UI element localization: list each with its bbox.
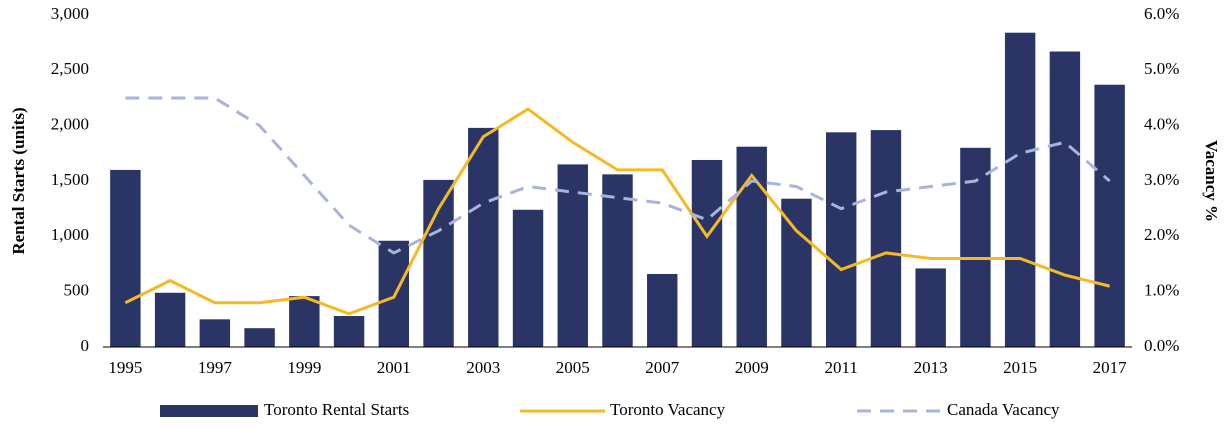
y2-tick-label: 6.0%: [1144, 4, 1179, 23]
legend-swatch: [160, 405, 258, 417]
x-tick-label: 1999: [287, 358, 321, 377]
bar: [915, 268, 946, 347]
bar: [244, 328, 275, 347]
bar: [289, 296, 320, 347]
y-tick-label: 1,000: [51, 225, 89, 244]
x-tick-label: 1995: [108, 358, 142, 377]
bar: [1094, 84, 1125, 347]
bar: [1049, 51, 1081, 348]
x-tick-label: 2015: [1003, 358, 1037, 377]
bar: [602, 174, 633, 347]
line: [125, 96, 1111, 255]
y-tick-label: 3,000: [51, 4, 89, 23]
y2-tick-label: 3.0%: [1144, 170, 1179, 189]
x-tick-label: 2003: [466, 358, 500, 377]
y2-tick-label: 5.0%: [1144, 59, 1179, 78]
y-tick-label: 0: [81, 336, 90, 355]
bar: [423, 179, 454, 347]
bar: [154, 292, 186, 347]
bar: [691, 159, 723, 347]
y-axis-label: Rental Starts (units): [9, 107, 28, 254]
x-tick-label: 2007: [645, 358, 680, 377]
x-tick-label: 2009: [735, 358, 769, 377]
bar: [781, 198, 812, 347]
y2-tick-label: 2.0%: [1144, 225, 1179, 244]
bar: [557, 164, 588, 347]
y-tick-label: 2,000: [51, 115, 89, 134]
x-tick-label: 2011: [825, 358, 858, 377]
x-tick-label: 2013: [914, 358, 948, 377]
bar: [333, 316, 365, 347]
line: [124, 107, 1110, 316]
bar: [468, 127, 499, 347]
legend-label: Toronto Rental Starts: [264, 400, 409, 419]
y2-tick-label: 4.0%: [1144, 115, 1179, 134]
legend-label: Toronto Vacancy: [610, 400, 726, 419]
y2-axis-label: Vacancy %: [1202, 140, 1221, 222]
bar: [512, 209, 544, 347]
bar: [825, 132, 857, 347]
y-tick-label: 500: [64, 281, 90, 300]
bar: [647, 273, 678, 347]
bar: [870, 130, 902, 347]
bar: [110, 169, 141, 347]
y2-tick-label: 1.0%: [1144, 281, 1179, 300]
bar: [1004, 32, 1036, 347]
x-tick-label: 2017: [1093, 358, 1128, 377]
bar: [960, 147, 991, 347]
y-tick-label: 1,500: [51, 170, 89, 189]
y-tick-label: 2,500: [51, 59, 89, 78]
y2-tick-label: 0.0%: [1144, 336, 1179, 355]
legend-label: Canada Vacancy: [947, 400, 1060, 419]
x-tick-label: 2005: [556, 358, 590, 377]
x-tick-label: 2001: [377, 358, 411, 377]
x-tick-label: 1997: [198, 358, 233, 377]
bar: [199, 319, 231, 347]
